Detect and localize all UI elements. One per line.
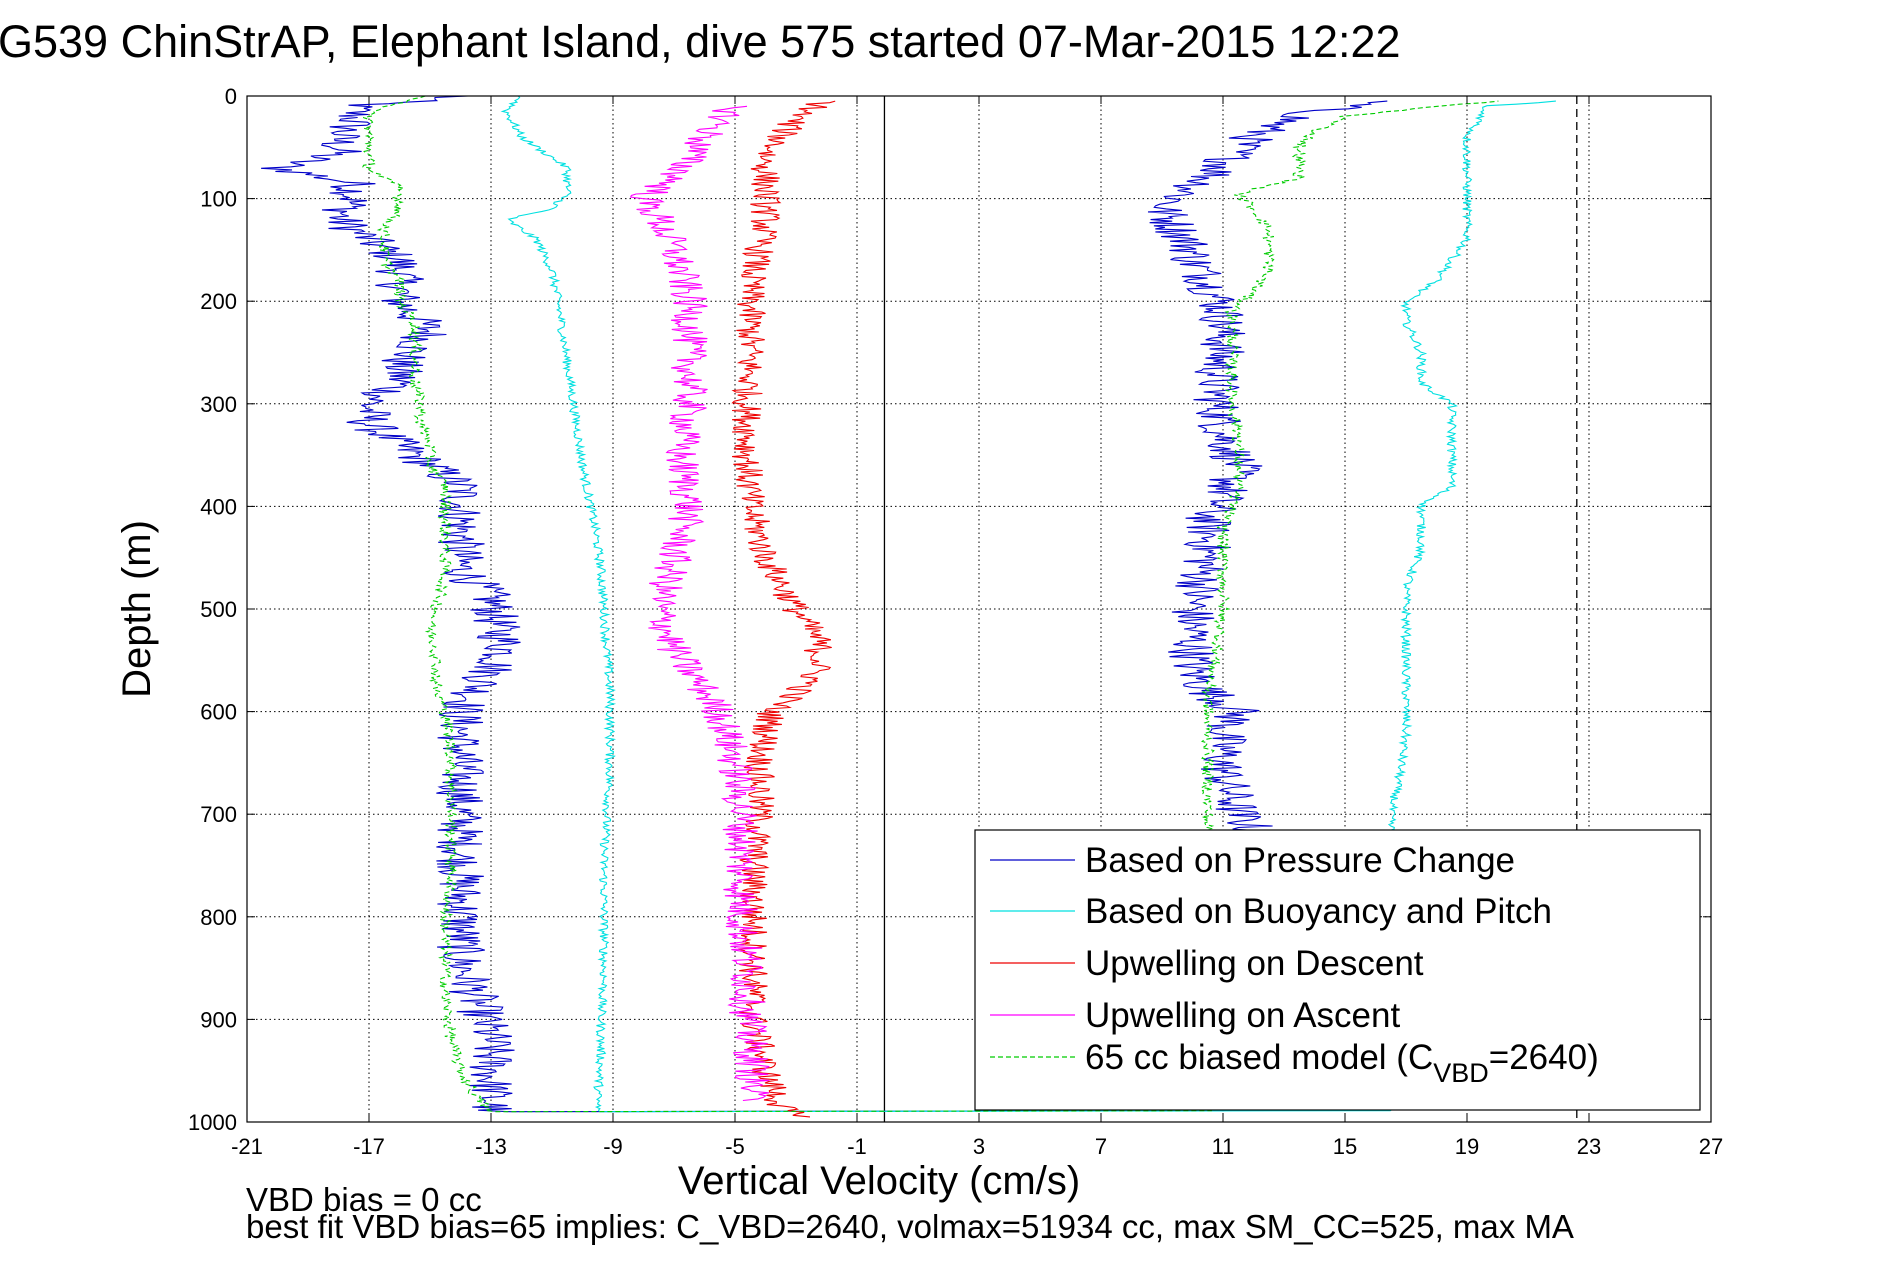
axis-ticks: -21 -17 -13 -9 -5 -1 3 7 11 15 19 23 270100200300400… (188, 84, 1723, 1159)
series-4 (629, 105, 770, 1102)
legend-box (974, 829, 1701, 1111)
legend-entry: Based on Buoyancy and Pitch (1085, 892, 1552, 931)
y-tick-label: 600 (200, 700, 237, 725)
x-tick-label: 23 (1577, 1134, 1601, 1159)
x-tick-label: 3 (973, 1134, 985, 1159)
legend-entry: Upwelling on Descent (1085, 944, 1424, 983)
legend-entry: 65 cc biased model (CVBD=2640) (1085, 1038, 1599, 1088)
y-tick-label: 1000 (188, 1110, 237, 1135)
y-tick-label: 200 (200, 289, 237, 314)
x-axis-label: Vertical Velocity (cm/s) (678, 1159, 1080, 1203)
footer-line-2: best fit VBD bias=65 implies: C_VBD=2640… (246, 1208, 1574, 1245)
legend: Based on Pressure Change Based on Buoyanc… (974, 829, 1701, 1111)
x-tick-label: 19 (1455, 1134, 1479, 1159)
footer-line-1: VBD bias = 0 cc (246, 1181, 482, 1218)
y-tick-label: 300 (200, 392, 237, 417)
y-tick-label: 700 (200, 802, 237, 827)
x-tick-label: -1 (847, 1134, 867, 1159)
y-tick-label: 0 (225, 84, 237, 109)
y-tick-label: 100 (200, 187, 237, 212)
series-line (500, 95, 1556, 1113)
legend-entry: Based on Pressure Change (1085, 841, 1515, 880)
x-tick-label: -5 (725, 1134, 745, 1159)
legend-entry-main: 65 cc biased model (C (1085, 1038, 1433, 1077)
y-tick-label: 800 (200, 905, 237, 930)
x-tick-label: -9 (603, 1134, 623, 1159)
legend-entry: Upwelling on Ascent (1085, 996, 1400, 1035)
reference-lines (883, 96, 1578, 1122)
series-line (362, 95, 1499, 1113)
x-tick-label: 11 (1212, 1134, 1235, 1159)
x-tick-label: -17 (353, 1134, 385, 1159)
legend-entry-tail: =2640) (1489, 1038, 1599, 1077)
y-axis-label: Depth (m) (115, 520, 159, 698)
x-tick-label: 27 (1699, 1134, 1723, 1159)
series-1 (261, 95, 1388, 1113)
series-line (261, 95, 1388, 1113)
series-lines (261, 95, 1556, 1118)
x-tick-label: 15 (1333, 1134, 1357, 1159)
series-2 (500, 95, 1556, 1113)
series-line (629, 105, 770, 1102)
series-5 (362, 95, 1499, 1113)
x-tick-label: 7 (1095, 1134, 1107, 1159)
y-tick-label: 900 (200, 1007, 237, 1032)
legend-entry-subscript: VBD (1433, 1058, 1489, 1088)
chart-title: G539 ChinStrAP, Elephant Island, dive 57… (0, 16, 1401, 67)
y-tick-label: 500 (200, 597, 237, 622)
x-tick-label: -21 (231, 1134, 263, 1159)
x-tick-label: -13 (475, 1134, 507, 1159)
y-tick-label: 400 (200, 494, 237, 519)
